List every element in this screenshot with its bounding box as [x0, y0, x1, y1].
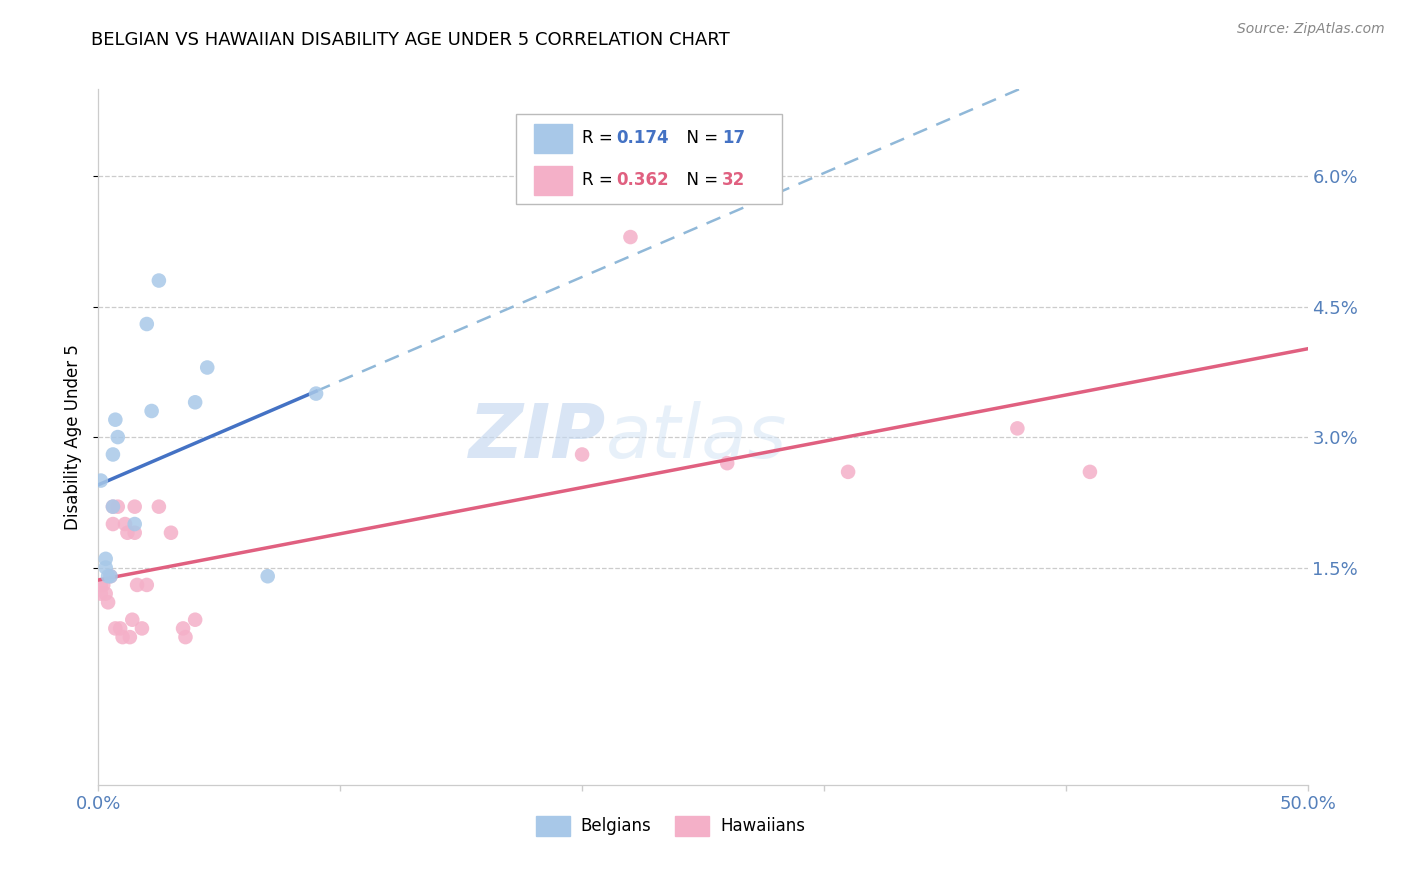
Point [108, 621, 131, 635]
Point [124, 525, 146, 540]
Text: R =: R = [582, 170, 619, 188]
Point [121, 613, 143, 627]
Point [172, 621, 194, 635]
FancyBboxPatch shape [534, 166, 572, 195]
Point [305, 386, 328, 401]
Text: N =: N = [676, 129, 724, 147]
Point [90, 587, 112, 601]
Point [124, 500, 146, 514]
FancyBboxPatch shape [534, 124, 572, 153]
Point [184, 395, 207, 409]
Point [94, 587, 117, 601]
Point [91, 578, 114, 592]
Point [97, 595, 120, 609]
Point [160, 525, 183, 540]
Y-axis label: Disability Age Under 5: Disability Age Under 5 [65, 344, 83, 530]
Point [100, 569, 122, 583]
Point [716, 456, 738, 470]
Text: 32: 32 [723, 170, 745, 188]
Point [1078, 465, 1101, 479]
Point [107, 430, 129, 444]
Point [571, 447, 593, 462]
Point [100, 569, 122, 583]
Point [837, 465, 859, 479]
FancyBboxPatch shape [536, 816, 569, 836]
Text: BELGIAN VS HAWAIIAN DISABILITY AGE UNDER 5 CORRELATION CHART: BELGIAN VS HAWAIIAN DISABILITY AGE UNDER… [91, 31, 730, 49]
Point [135, 578, 157, 592]
Point [148, 500, 170, 514]
FancyBboxPatch shape [516, 113, 782, 204]
Text: 0.174: 0.174 [616, 129, 669, 147]
Point [256, 569, 278, 583]
Point [195, 360, 218, 375]
Text: 0.362: 0.362 [616, 170, 669, 188]
Text: R =: R = [582, 129, 619, 147]
Point [101, 500, 124, 514]
Point [97, 569, 120, 583]
Point [101, 500, 124, 514]
Point [135, 317, 157, 331]
Point [118, 630, 141, 644]
Point [101, 516, 124, 531]
Point [131, 621, 153, 635]
Text: ZIP: ZIP [470, 401, 606, 474]
Text: Belgians: Belgians [581, 817, 651, 835]
Point [141, 404, 163, 418]
Point [1007, 421, 1029, 435]
Point [184, 613, 207, 627]
Point [90, 474, 112, 488]
Point [124, 516, 146, 531]
Point [127, 578, 149, 592]
Point [90, 578, 112, 592]
Text: N =: N = [676, 170, 724, 188]
Point [94, 551, 117, 566]
Point [114, 516, 136, 531]
Point [174, 630, 197, 644]
Text: Hawaiians: Hawaiians [720, 817, 804, 835]
Point [148, 273, 170, 287]
Point [94, 560, 117, 574]
Point [101, 447, 124, 462]
Point [117, 525, 139, 540]
Point [619, 230, 641, 244]
Text: Source: ZipAtlas.com: Source: ZipAtlas.com [1237, 22, 1385, 37]
Text: 17: 17 [723, 129, 745, 147]
Point [107, 500, 129, 514]
Point [111, 630, 134, 644]
Text: atlas: atlas [606, 401, 787, 473]
Point [104, 412, 127, 426]
FancyBboxPatch shape [675, 816, 709, 836]
Point [104, 621, 127, 635]
